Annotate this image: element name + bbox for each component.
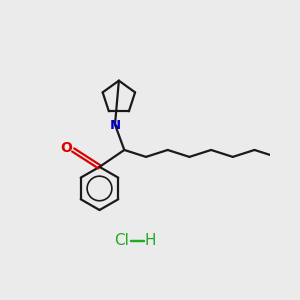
Text: Cl: Cl <box>114 233 129 248</box>
Text: N: N <box>110 119 121 132</box>
Text: O: O <box>60 141 72 155</box>
Text: H: H <box>145 233 156 248</box>
